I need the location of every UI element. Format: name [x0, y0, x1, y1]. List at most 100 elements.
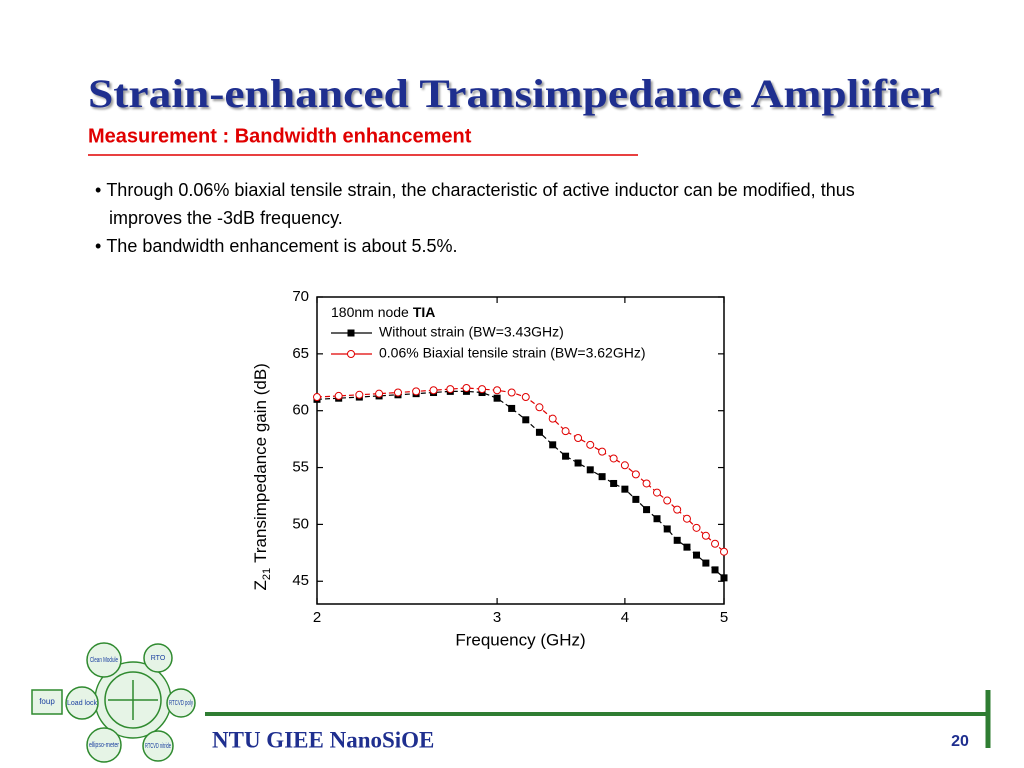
marker — [375, 389, 384, 398]
marker — [522, 416, 530, 424]
plot-frame — [316, 296, 725, 605]
bullet: Through 0.06% biaxial tensile strain, th… — [95, 176, 895, 232]
marker — [574, 433, 583, 442]
legend-title-text: 180nm node — [331, 304, 409, 320]
x-axis-label: Frequency (GHz) — [455, 630, 585, 649]
marker — [549, 441, 557, 449]
marker — [493, 386, 502, 395]
marker — [598, 473, 606, 481]
logo-node — [86, 727, 122, 763]
marker — [393, 388, 402, 397]
marker — [562, 452, 570, 460]
marker — [478, 385, 487, 394]
marker — [653, 515, 661, 523]
logo-hub-ring — [104, 671, 162, 729]
logo-foup — [31, 689, 63, 715]
marker — [711, 539, 720, 548]
marker — [632, 495, 640, 503]
x-tick-label: 3 — [493, 609, 501, 626]
logo-label: RTO — [151, 655, 166, 662]
marker — [673, 536, 681, 544]
y-tick-label: 65 — [292, 345, 309, 362]
page-number: 20 — [951, 733, 969, 750]
marker — [586, 440, 595, 449]
y-axis-subscript: 21 — [261, 568, 273, 580]
marker — [682, 514, 691, 523]
marker — [663, 496, 672, 505]
marker — [610, 479, 618, 487]
slide-subtitle: Measurement : Bandwidth enhancement — [88, 125, 472, 147]
x-tick-label: 2 — [313, 609, 321, 626]
marker — [508, 404, 516, 412]
logo-label: Clean Module — [90, 657, 118, 664]
marker — [507, 388, 516, 397]
y-tick-label: 50 — [292, 515, 309, 532]
marker — [446, 385, 455, 394]
marker — [574, 459, 582, 467]
marker — [720, 547, 728, 556]
marker — [535, 403, 544, 412]
bullet: The bandwidth enhancement is about 5.5%. — [95, 232, 895, 260]
marker — [642, 479, 651, 488]
marker — [429, 386, 438, 395]
y-tick-label: 70 — [292, 288, 309, 305]
marker — [313, 393, 321, 402]
marker — [683, 543, 691, 551]
marker — [643, 506, 651, 514]
marker — [521, 393, 530, 402]
marker — [412, 387, 421, 396]
logo-label: Load lock — [67, 700, 97, 707]
y-tick-label: 60 — [292, 402, 309, 419]
marker — [621, 485, 629, 493]
y-axis-label: Z21 Transimpedance gain (dB) — [251, 363, 272, 590]
y-axis-text: Transimpedance gain (dB) — [251, 363, 270, 563]
marker — [561, 427, 570, 436]
marker — [548, 414, 557, 423]
legend-marker — [347, 329, 355, 337]
marker — [701, 531, 710, 540]
marker — [692, 523, 701, 532]
marker — [462, 383, 471, 392]
x-tick-label: 5 — [720, 609, 728, 626]
logo-label: RTCVD nitride — [145, 743, 171, 750]
marker — [620, 461, 629, 470]
marker — [693, 551, 701, 559]
x-tick-label: 4 — [621, 609, 629, 626]
marker — [598, 447, 607, 456]
legend-title-bold: TIA — [413, 304, 436, 320]
series-line — [316, 387, 725, 553]
legend-label: Without strain (BW=3.43GHz) — [379, 324, 564, 340]
marker — [720, 574, 728, 582]
marker — [711, 566, 719, 574]
y-axis-symbol: Z — [251, 580, 270, 590]
marker — [334, 391, 343, 400]
marker — [493, 394, 501, 402]
marker — [702, 559, 710, 567]
bullet-list: Through 0.06% biaxial tensile strain, th… — [95, 176, 895, 260]
logo-node — [65, 686, 99, 720]
y-tick-label: 45 — [292, 572, 309, 589]
logo-label: ellipso-meter — [89, 742, 119, 749]
marker — [673, 505, 682, 514]
marker — [631, 470, 640, 479]
logo: Clean Module RTO RTCVD poly Load lock fo… — [31, 642, 196, 763]
marker — [586, 466, 594, 474]
legend-label: 0.06% Biaxial tensile strain (BW=3.62GHz… — [379, 345, 646, 361]
legend-title: 180nm node TIA — [331, 304, 435, 320]
logo-label: foup — [39, 697, 55, 706]
marker — [355, 390, 364, 399]
marker — [609, 454, 618, 463]
footer-org: NTU GIEE NanoSiOE — [212, 727, 434, 752]
marker — [535, 428, 543, 436]
y-tick-label: 55 — [292, 459, 309, 476]
logo-label: RTCVD poly — [169, 700, 193, 707]
marker — [663, 525, 671, 533]
marker — [653, 488, 662, 497]
legend-marker — [347, 350, 355, 358]
logo-node — [86, 642, 122, 678]
logo-node — [143, 643, 173, 673]
logo-node — [142, 730, 174, 762]
